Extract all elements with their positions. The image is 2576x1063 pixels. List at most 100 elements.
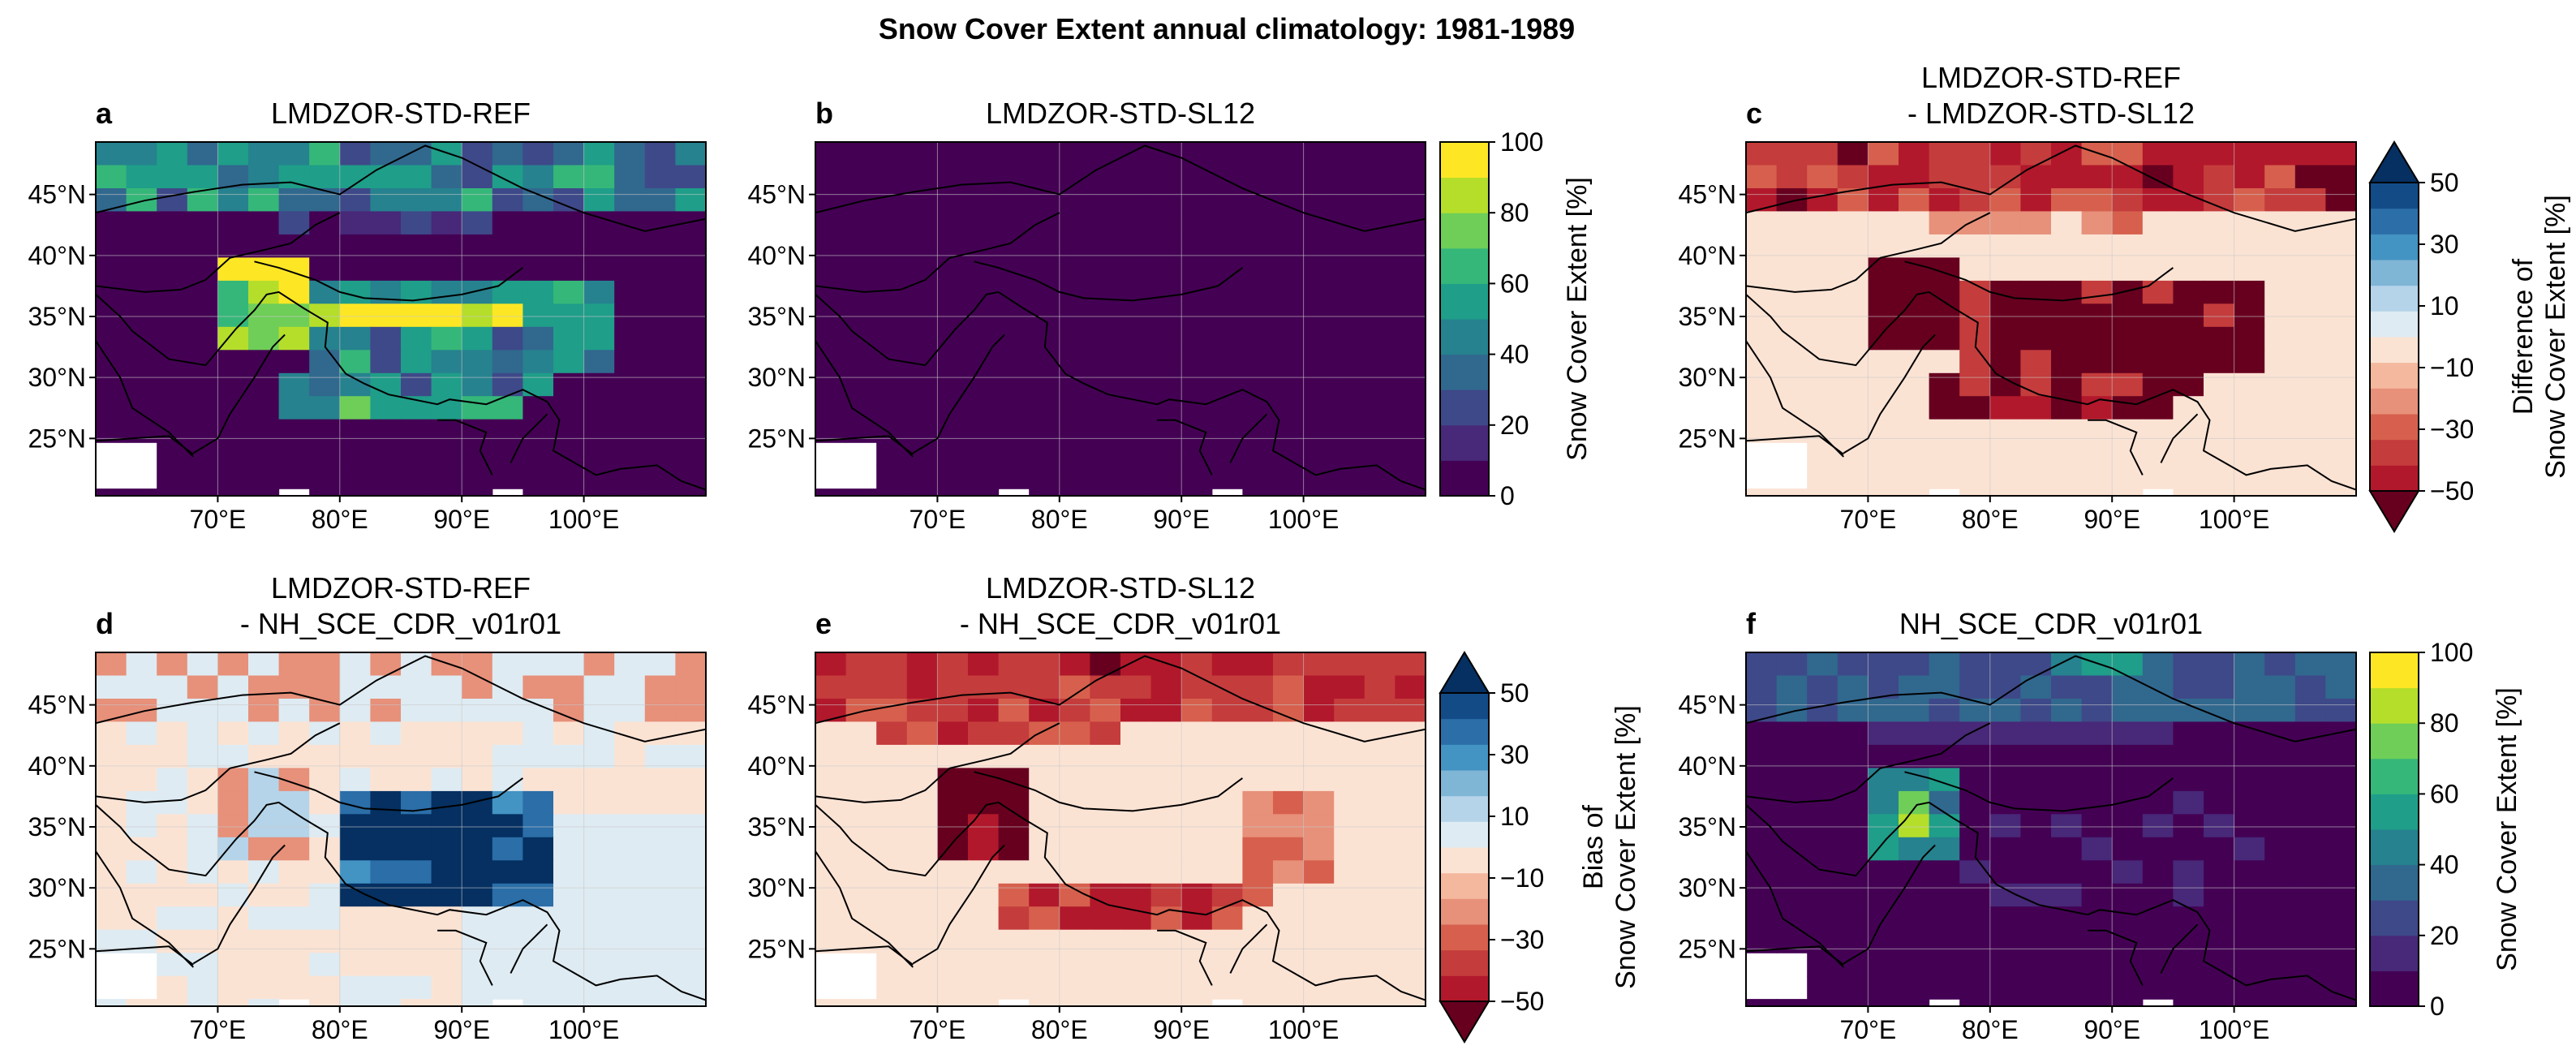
grid-cell [2204, 744, 2235, 768]
y-tick-label: 30°N [28, 873, 87, 902]
grid-cell [278, 350, 310, 374]
grid-cell [2173, 396, 2204, 420]
grid-cell [614, 652, 646, 677]
grid-cell [2204, 999, 2235, 1006]
panel-e-letter: e [815, 607, 832, 640]
grid-cell [675, 790, 706, 815]
grid-cell [1303, 675, 1335, 699]
grid-cell [2204, 837, 2235, 861]
grid-cell [1181, 442, 1213, 467]
grid-cell [1334, 883, 1365, 907]
grid-cell [1181, 790, 1213, 815]
grid-cell [1364, 211, 1396, 235]
country-border [815, 435, 914, 455]
grid-cell [937, 465, 969, 489]
grid-cell [1120, 188, 1152, 213]
grid-cell [2020, 860, 2052, 884]
grid-cell [876, 465, 908, 489]
grid-cell [2173, 188, 2204, 213]
grid-cell [1242, 953, 1274, 977]
grid-cell [1059, 837, 1090, 861]
grid-cell [2112, 906, 2144, 931]
grid-cell [1120, 929, 1152, 953]
grid-cell [1959, 975, 1991, 1000]
grid-cell [1181, 837, 1213, 861]
grid-cell [644, 234, 676, 258]
grid-cell [1899, 303, 1930, 328]
grid-cell [217, 837, 249, 861]
grid-cell [968, 396, 1000, 420]
grid-cell [462, 906, 493, 931]
grid-cell [126, 372, 157, 397]
grid-cell [1929, 744, 1960, 768]
grid-cell [370, 234, 402, 258]
grid-cell [1211, 257, 1243, 282]
grid-cell [2112, 953, 2144, 977]
grid-cell [1029, 814, 1060, 838]
grid-cell [815, 906, 847, 931]
grid-cell [1959, 396, 1991, 420]
grid-cell [614, 188, 646, 213]
grid-cell [644, 257, 676, 282]
grid-cell [553, 372, 585, 397]
grid-cell [937, 929, 969, 953]
grid-cell [1989, 188, 2021, 213]
grid-cell [644, 860, 676, 884]
country-border [815, 722, 1060, 803]
grid-cell [1273, 372, 1305, 397]
grid-cell [1899, 675, 1930, 699]
grid-cell [1929, 675, 1960, 699]
axes-frame [815, 652, 1426, 1007]
grid-cell [2325, 790, 2356, 815]
grid-cell [2173, 350, 2204, 374]
grid-cell [2294, 790, 2326, 815]
grid-cell [2112, 303, 2144, 328]
grid-cell [2204, 860, 2235, 884]
grid-cell [1868, 953, 1899, 977]
grid-cell [96, 396, 127, 420]
grid-cell [217, 442, 249, 467]
grid-cell [1090, 790, 1121, 815]
grid-cell [2081, 953, 2113, 977]
grid-cell [1395, 721, 1426, 746]
grid-cell [1120, 372, 1152, 397]
grid-cell [2204, 350, 2235, 374]
grid-cell [1242, 768, 1274, 792]
grid-cell [968, 929, 1000, 953]
grid-cell [1837, 396, 1869, 420]
grid-cell [1929, 929, 1960, 953]
grid-cell [906, 372, 938, 397]
grid-cell [1029, 396, 1060, 420]
grid-cell [126, 419, 157, 443]
grid-cell [523, 883, 554, 907]
grid-cell [1807, 372, 1838, 397]
grid-cell [1868, 999, 1899, 1006]
grid-cell [370, 488, 402, 496]
grid-cell [96, 188, 127, 213]
grid-cell [1364, 234, 1396, 258]
grid-cell [1807, 768, 1838, 792]
grid-cell [462, 790, 493, 815]
grid-cell [401, 814, 432, 838]
y-tick-label: 30°N [28, 363, 87, 392]
grid-cell [1364, 906, 1396, 931]
grid-cell [968, 953, 1000, 977]
grid-cell [1959, 768, 1991, 792]
grid-cell [248, 211, 280, 235]
grid-cell [2264, 906, 2296, 931]
grid-cell [1059, 211, 1090, 235]
grid-cell [217, 211, 249, 235]
grid-cell [1181, 257, 1213, 282]
grid-cell [187, 350, 218, 374]
grid-cell [1395, 396, 1426, 420]
grid-cell [644, 906, 676, 931]
grid-cell [1120, 860, 1152, 884]
grid-cell [906, 280, 938, 304]
panel-e-axes: 70°E 80°E 90°E 100°E45°N40°N35°N30°N25°N [748, 652, 1426, 1044]
grid-cell [2173, 488, 2204, 496]
grid-cell [1059, 790, 1090, 815]
grid-cell [1837, 372, 1869, 397]
grid-cell [1868, 721, 1899, 746]
grid-cell [1837, 768, 1869, 792]
grid-cell [1029, 906, 1060, 931]
